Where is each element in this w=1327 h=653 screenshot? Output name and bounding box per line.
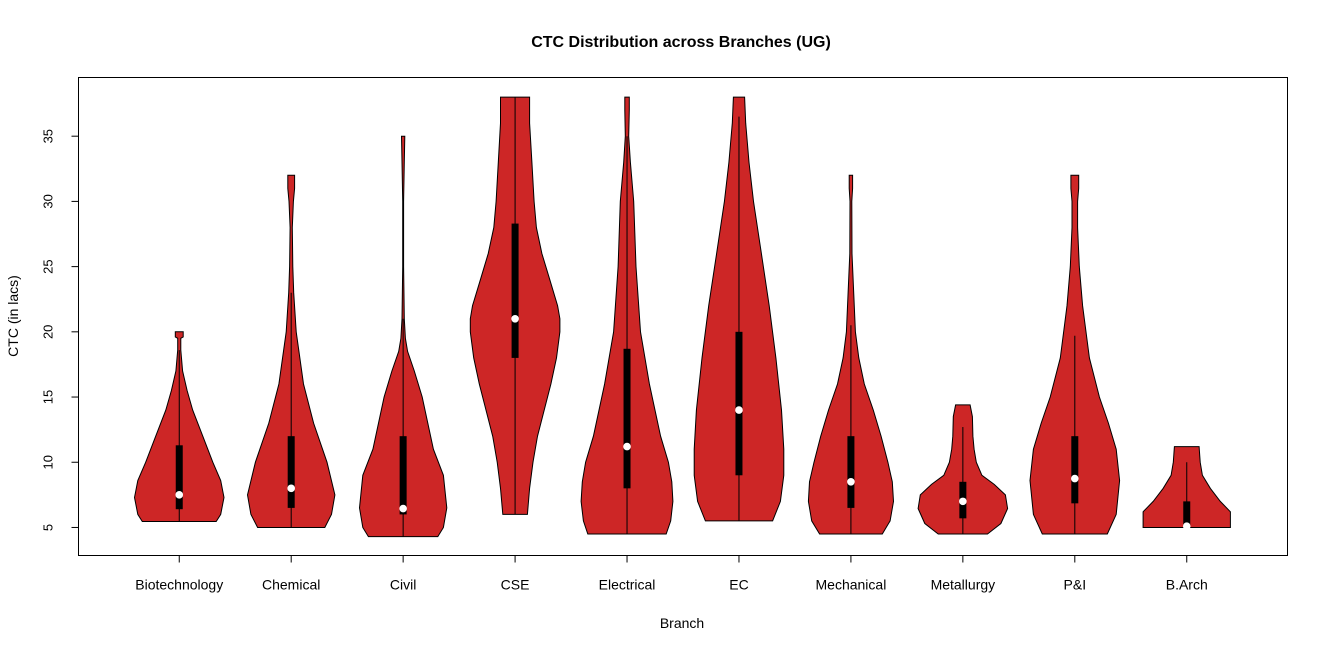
x-tick-label: CSE bbox=[501, 577, 530, 593]
median-point bbox=[511, 314, 519, 323]
chart-title: CTC Distribution across Branches (UG) bbox=[531, 34, 831, 51]
violin-civil bbox=[358, 135, 448, 538]
median-point bbox=[1071, 474, 1079, 483]
x-tick-label: Electrical bbox=[599, 577, 656, 593]
x-tick-label: B.Arch bbox=[1166, 577, 1208, 593]
iqr-box bbox=[1071, 436, 1079, 504]
x-tick-label: P&I bbox=[1064, 577, 1087, 593]
y-axis: 5 10 15 20 25 30 35 bbox=[41, 129, 79, 531]
x-axis-label: Branch bbox=[660, 615, 704, 631]
y-tick-label: 10 bbox=[41, 455, 56, 469]
y-tick-label: 30 bbox=[41, 194, 56, 208]
median-point bbox=[287, 484, 295, 493]
median-point bbox=[175, 491, 184, 499]
iqr-box bbox=[175, 445, 183, 510]
violin-b-arch bbox=[1142, 446, 1231, 530]
violin-metallurgy bbox=[917, 404, 1009, 535]
x-tick-label: EC bbox=[729, 577, 748, 593]
iqr-box bbox=[623, 348, 631, 489]
violin-mechanical bbox=[807, 174, 895, 535]
iqr-box bbox=[287, 436, 295, 508]
x-tick-label: Chemical bbox=[262, 577, 320, 593]
violin-biotechnology bbox=[133, 331, 225, 522]
y-tick-label: 35 bbox=[41, 129, 56, 143]
y-axis-label: CTC (in lacs) bbox=[5, 275, 21, 357]
x-tick-label: Mechanical bbox=[816, 577, 887, 593]
violin-p-i bbox=[1029, 174, 1121, 535]
median-point bbox=[735, 406, 743, 414]
median-point bbox=[1182, 522, 1191, 530]
iqr-box bbox=[847, 436, 855, 508]
median-point bbox=[959, 497, 967, 506]
violins bbox=[133, 96, 1231, 538]
y-tick-label: 25 bbox=[41, 259, 56, 273]
x-tick-label: Civil bbox=[390, 577, 416, 593]
violin-ec bbox=[693, 96, 785, 522]
violin-chemical bbox=[246, 174, 336, 528]
iqr-box bbox=[511, 223, 519, 358]
y-tick-label: 5 bbox=[41, 524, 56, 531]
iqr-box bbox=[1183, 501, 1191, 528]
median-point bbox=[399, 504, 407, 513]
x-tick-label: Biotechnology bbox=[135, 577, 223, 593]
median-point bbox=[847, 478, 855, 486]
violin-electrical bbox=[580, 96, 674, 535]
y-tick-label: 15 bbox=[41, 390, 56, 404]
x-axis: Biotechnology Chemical Civil CSE Electrical E… bbox=[135, 555, 1208, 593]
x-tick-label: Metallurgy bbox=[931, 577, 996, 593]
violin-cse bbox=[469, 96, 561, 515]
iqr-box bbox=[399, 436, 407, 515]
y-tick-label: 20 bbox=[41, 325, 56, 339]
median-point bbox=[623, 442, 631, 451]
iqr-box bbox=[735, 331, 743, 476]
